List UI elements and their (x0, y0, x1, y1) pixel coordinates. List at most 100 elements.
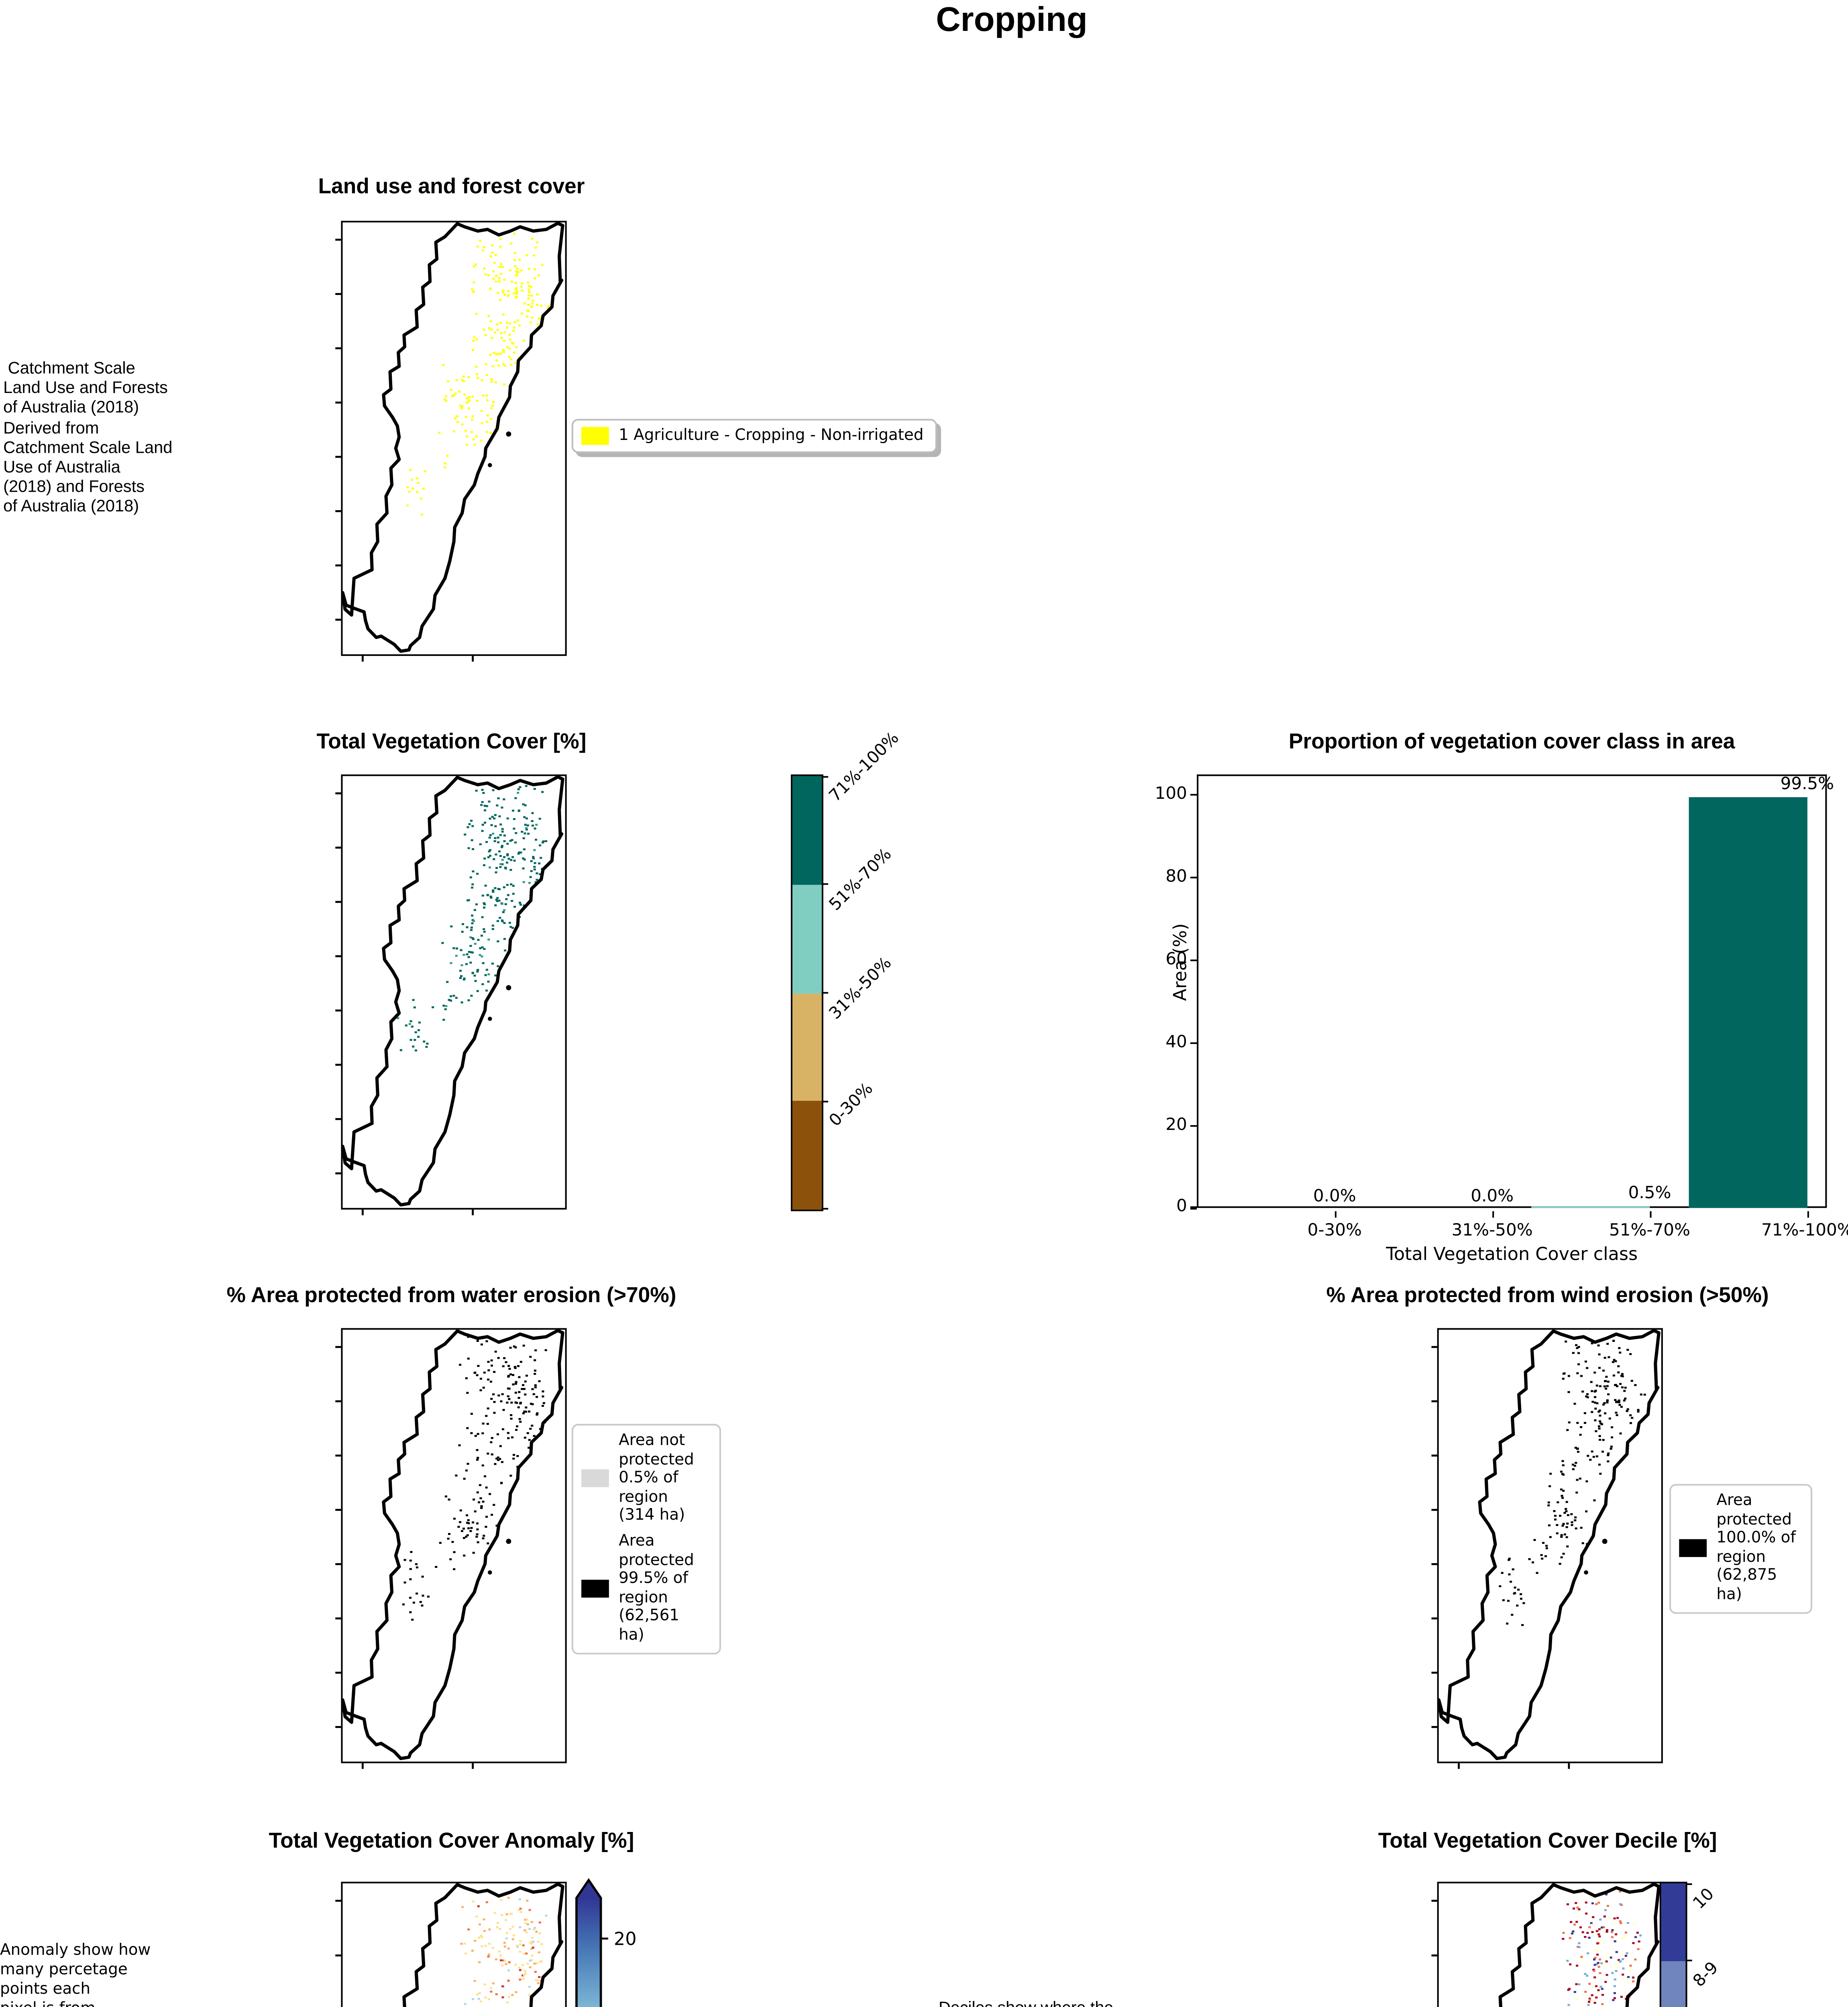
proportion-bar-chart (1197, 774, 1827, 1208)
wind-erosion-legend: Area protected 100.0% of region (62,875 … (1669, 1484, 1812, 1613)
tvc-colorbar: 71%-100% 51%-70% 31%-50% 0-30% (791, 730, 903, 1211)
decile-map (1431, 1881, 1663, 2007)
anomaly-map-canvas (335, 1882, 564, 2007)
anomaly-side-text: Anomaly show how many percetage points e… (0, 1942, 151, 2007)
cropping-class-swatch (581, 427, 609, 445)
legend-item-label: Area not protected 0.5% of region (314 h… (619, 1432, 694, 1525)
water-erosion-legend: Area not protected 0.5% of region (314 h… (571, 1424, 721, 1654)
chart-y-tick-label: 20 (1165, 1114, 1187, 1134)
water-map-canvas (335, 1329, 564, 1769)
anomaly-colorbar-canvas (575, 1878, 608, 2007)
island-dot (506, 431, 511, 437)
land-use-map (335, 221, 567, 662)
island-dot (1602, 1539, 1608, 1544)
anomaly-colorbar-bar (575, 1878, 602, 2007)
colorbar-tick-label: 31%-50% (827, 954, 896, 1023)
bar-71%-100% (1689, 797, 1807, 1208)
catchment-boundary (341, 775, 564, 1207)
decile-colorbar: 108-94-72-31 (1659, 1881, 1722, 2007)
catchment-boundary (341, 1329, 564, 1760)
colorbar-tick (821, 992, 828, 994)
chart-y-tick (1189, 1207, 1197, 1209)
colorbar-tick-label: 8-9 (1691, 1959, 1723, 1991)
chart-y-tick-label: 80 (1165, 867, 1187, 887)
chart-x-tick (1807, 1210, 1809, 1218)
island-dot (506, 1539, 511, 1544)
catchment-boundary (1437, 1329, 1661, 1760)
chart-y-tick-label: 100 (1155, 784, 1187, 804)
chart-y-tick-label: 60 (1165, 949, 1187, 969)
island-dot (488, 463, 492, 468)
tvc-title: Total Vegetation Cover [%] (316, 729, 587, 753)
chart-x-tick-label: 71%-100% (1761, 1221, 1848, 1241)
bar-value-label: 0.0% (1471, 1186, 1514, 1206)
legend-item-label: Area protected 100.0% of region (62,875 … (1716, 1492, 1796, 1604)
colorbar-tick (821, 883, 828, 886)
island-dot (506, 985, 511, 991)
catchment-boundary (402, 1882, 564, 2007)
legend-item: Area protected 100.0% of region (62,875 … (1679, 1492, 1802, 1605)
decile-title: Total Vegetation Cover Decile [%] (1378, 1828, 1717, 1853)
chart-x-tick (1335, 1210, 1337, 1218)
chart-x-tick-label: 31%-50% (1451, 1221, 1533, 1241)
catchment-boundary (1498, 1882, 1661, 2007)
land-use-legend: 1 Agriculture - Cropping - Non-irrigated (571, 419, 937, 453)
island-dot (488, 1570, 492, 1575)
chart-xlabel: Total Vegetation Cover class (1386, 1244, 1638, 1265)
colorbar-tick (1685, 1882, 1692, 1885)
water-erosion-title: % Area protected from water erosion (>70… (226, 1282, 676, 1307)
bar-value-label: 0.0% (1313, 1186, 1356, 1206)
chart-y-tick-label: 40 (1165, 1032, 1187, 1052)
chart-y-tick (1189, 877, 1197, 879)
island-dot (1584, 1570, 1588, 1575)
decile-map-canvas (1431, 1882, 1661, 2007)
legend-item-label: Area protected 99.5% of region (62,561 h… (619, 1533, 694, 1645)
colorbar-segment (1661, 1960, 1686, 2007)
colorbar-segment (792, 1101, 822, 1210)
proportion-chart-title: Proportion of vegetation cover class in … (1288, 729, 1735, 753)
tvc-map-dots (397, 785, 548, 1052)
decile-side-text: Deciles show where the pixel value lies … (939, 2000, 1153, 2007)
decile-map-dots (1562, 1890, 1642, 2007)
land-use-title: Land use and forest cover (318, 173, 585, 198)
anomaly-colorbar: 20100−10−20 (575, 1878, 690, 2007)
legend-swatch (581, 1470, 609, 1488)
colorbar-tick (1685, 1960, 1692, 1962)
wind-erosion-title: % Area protected from wind erosion (>50%… (1326, 1282, 1769, 1307)
catchment-boundary (341, 222, 564, 653)
colorbar-segment (792, 884, 822, 993)
island-dot (488, 1016, 492, 1021)
cropping-class-label: 1 Agriculture - Cropping - Non-irrigated (619, 427, 924, 445)
land-use-side-text: Catchment Scale Land Use and Forests of … (3, 360, 173, 517)
wind-map-canvas (1431, 1329, 1661, 1769)
tvc-map (335, 774, 567, 1215)
legend-swatch (1679, 1539, 1707, 1558)
water-erosion-map (335, 1328, 567, 1769)
bar-value-label: 99.5% (1780, 775, 1834, 795)
legend-swatch (581, 1580, 609, 1598)
tvc-map-canvas (335, 775, 564, 1215)
chart-x-tick (1650, 1210, 1652, 1218)
water-map-dots (402, 1336, 547, 1621)
colorbar-segment (1661, 1883, 1686, 1961)
wind-erosion-map (1431, 1328, 1663, 1769)
anomaly-tick-label: 20 (613, 1928, 637, 1949)
chart-y-tick-label: 0 (1176, 1197, 1187, 1217)
colorbar-tick-label: 51%-70% (827, 845, 896, 914)
colorbar-tick (821, 1208, 828, 1210)
land_use-map-canvas (335, 222, 564, 662)
colorbar-tick-label: 71%-100% (827, 729, 903, 806)
chart-y-tick (1189, 1124, 1197, 1126)
wind-map-dots (1499, 1339, 1646, 1626)
colorbar-segment (792, 993, 822, 1101)
chart-y-tick (1189, 1042, 1197, 1044)
anomaly-map (335, 1881, 567, 2007)
legend-item: Area protected 99.5% of region (62,561 h… (581, 1533, 711, 1645)
colorbar-segment (792, 776, 822, 885)
page-title: Cropping (936, 2, 1088, 39)
bar-51%-70% (1531, 1206, 1650, 1208)
chart-y-tick (1189, 794, 1197, 796)
anomaly-title: Total Vegetation Cover Anomaly [%] (269, 1828, 634, 1853)
chart-y-tick (1189, 959, 1197, 961)
